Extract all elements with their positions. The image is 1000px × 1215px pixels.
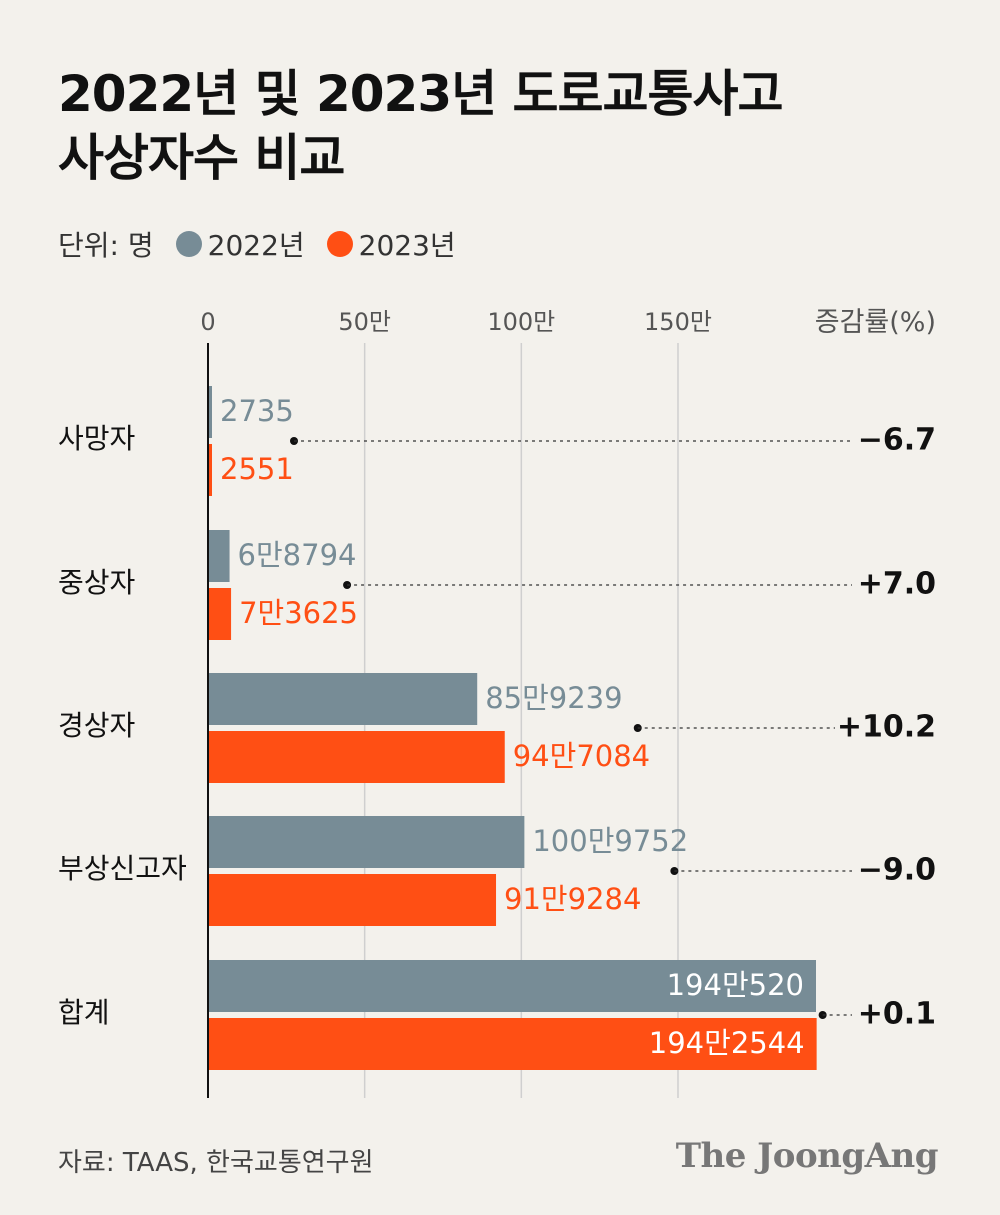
category-label: 경상자 [58, 709, 135, 742]
bar-2023 [208, 1018, 817, 1070]
bar-2022 [208, 530, 230, 582]
bar-2022 [208, 960, 816, 1012]
bar-2023 [208, 444, 212, 496]
brand-logo: The JoongAng [675, 1136, 939, 1176]
legend-swatch-2022 [175, 231, 202, 257]
data-label-2022: 6만8794 [238, 538, 357, 572]
bar-2022 [208, 816, 525, 868]
legend-label-2023: 2023년 [358, 229, 456, 262]
legend-item-2022: 2022년 [175, 224, 305, 264]
change-rate-value: +10.2 [837, 710, 936, 745]
legend-swatch-2023 [326, 231, 353, 257]
change-rate-header: 증감률(%) [814, 307, 936, 338]
title-line-2: 사상자수 비교 [58, 129, 345, 187]
data-label-2022: 85만9239 [485, 681, 622, 715]
x-tick-label: 100만 [487, 308, 555, 336]
data-label-2023: 7만3625 [239, 596, 358, 630]
category-label: 부상신고자 [58, 852, 187, 885]
data-label-2023: 94만7084 [513, 739, 650, 773]
change-rate-value: −9.0 [858, 853, 936, 888]
x-tick-label: 50만 [338, 308, 391, 336]
data-label-2022: 2735 [220, 394, 294, 428]
change-rate-value: −6.7 [858, 423, 936, 458]
change-rate-value: +7.0 [858, 567, 936, 602]
chart-title: 2022년 및 2023년 도로교통사고 사상자수 비교 [58, 62, 958, 190]
legend: 단위: 명 2022년 2023년 [58, 226, 456, 262]
data-label-2023: 2551 [220, 452, 294, 486]
category-label: 사망자 [58, 422, 135, 455]
data-label-2023: 194만2544 [649, 1026, 805, 1060]
bar-2023 [208, 874, 497, 926]
bar-2022 [208, 386, 212, 438]
category-label: 합계 [58, 996, 110, 1029]
data-label-2022: 194만520 [667, 968, 804, 1002]
category-label: 중상자 [58, 566, 135, 599]
change-rate-value: +0.1 [858, 997, 936, 1032]
bar-2022 [208, 673, 478, 725]
x-tick-label: 150만 [644, 308, 712, 336]
unit-label: 단위: 명 [58, 229, 154, 262]
data-label-2023: 91만9284 [504, 882, 641, 916]
source-note: 자료: TAAS, 한국교통연구원 [58, 1148, 374, 1178]
legend-item-2023: 2023년 [326, 224, 456, 264]
x-tick-label: 0 [200, 308, 215, 336]
bar-2023 [208, 588, 232, 640]
title-line-1: 2022년 및 2023년 도로교통사고 [58, 65, 784, 123]
bar-2023 [208, 731, 505, 783]
data-label-2022: 100만9752 [532, 824, 688, 858]
legend-label-2022: 2022년 [207, 229, 305, 262]
